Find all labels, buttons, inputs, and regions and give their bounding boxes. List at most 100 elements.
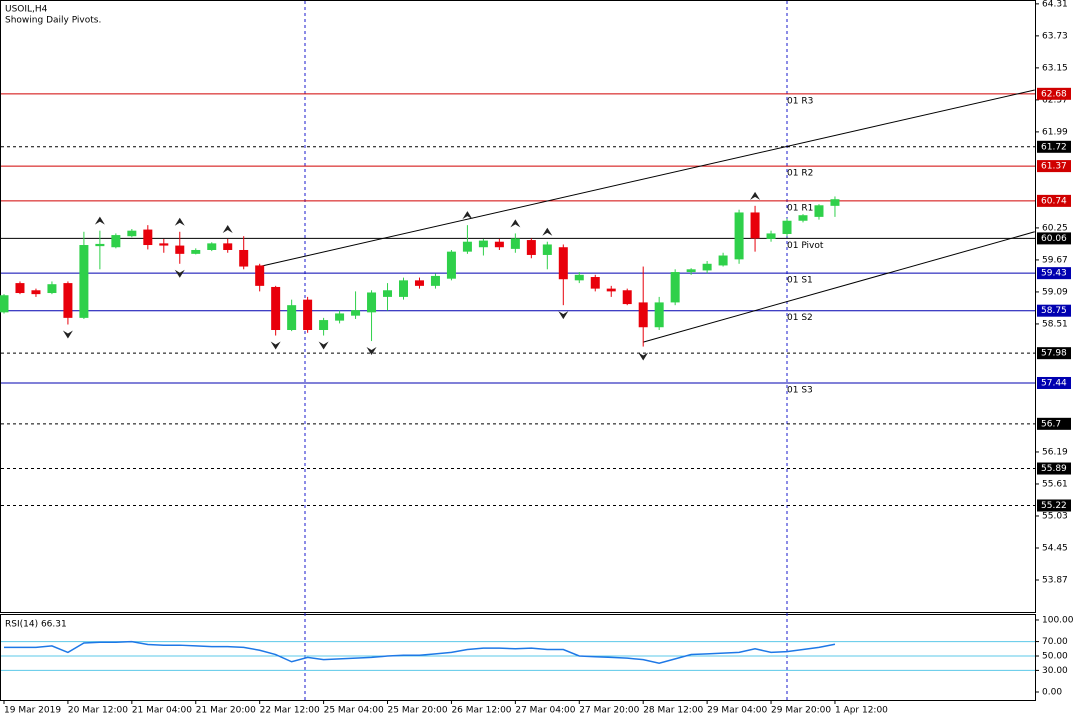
x-tick-label: 25 Mar 20:00 (388, 706, 448, 716)
candle-body (111, 235, 121, 248)
candle-body (798, 215, 808, 221)
rsi-panel (0, 614, 1036, 701)
y-tick-label: 64.31 (1042, 0, 1068, 9)
y-tick-label: 60.25 (1042, 223, 1068, 233)
fractal-down (638, 352, 649, 361)
candle-body (255, 265, 265, 286)
level-label: 60.06 (1041, 234, 1067, 244)
candle-body (718, 255, 728, 266)
candle-body (79, 245, 89, 318)
candle-body (399, 280, 408, 297)
candle-body (686, 269, 696, 273)
candle-body (622, 290, 632, 305)
fractal-down (318, 341, 329, 350)
x-tick-label: 29 Mar 20:00 (771, 706, 831, 716)
level-label: 59.43 (1041, 269, 1067, 279)
candle-body (590, 277, 600, 289)
level-name: 01 S3 (787, 385, 813, 395)
y-tick-label: 59.67 (1042, 255, 1068, 265)
level-name: 01 S1 (787, 276, 813, 286)
level-label-box (1037, 232, 1071, 245)
fractal-up (174, 217, 185, 226)
fractal-up (750, 191, 761, 200)
rsi-line (4, 640, 836, 664)
level-label-box (1037, 267, 1071, 280)
candle-body (766, 233, 776, 239)
level-name: 01 R3 (787, 96, 813, 106)
candle-body (606, 288, 616, 292)
x-tick-label: 27 Mar 20:00 (579, 706, 639, 716)
level-label-box (1037, 347, 1071, 360)
y-tick-label: 59.09 (1042, 287, 1068, 297)
level-label-box (1037, 160, 1071, 173)
candle-body (303, 299, 313, 331)
fractal-up (510, 219, 521, 228)
candle-body (367, 292, 377, 313)
y-tick-label: 54.45 (1042, 543, 1068, 553)
candle-body (638, 302, 648, 328)
x-tick-label: 26 Mar 12:00 (451, 706, 511, 716)
y-tick-label: 61.99 (1042, 127, 1068, 137)
candle-body (510, 238, 520, 249)
candle-body (351, 310, 361, 316)
candle-body (191, 249, 201, 254)
candle-body (319, 320, 329, 331)
fractal-down (366, 347, 377, 356)
fractal-down (62, 330, 73, 339)
candle-body (207, 243, 217, 250)
candle-body (670, 272, 680, 303)
candle-body (63, 283, 73, 318)
candle-body (558, 247, 568, 280)
candle-body (782, 220, 792, 234)
candle-body (175, 245, 185, 254)
level-label-box (1037, 376, 1071, 389)
y-tick-label: 63.15 (1042, 63, 1068, 73)
level-name: 01 Pivot (787, 241, 824, 251)
y-tick-label: 30.00 (1042, 666, 1068, 676)
level-label-box (1037, 304, 1071, 317)
level-label: 55.89 (1041, 464, 1067, 474)
candle-body (446, 251, 456, 279)
level-label: 58.75 (1041, 306, 1067, 316)
y-tick-label: 56.19 (1042, 447, 1068, 457)
candle-body (574, 274, 584, 281)
level-name: 01 R1 (787, 203, 813, 213)
fractal-down (174, 269, 185, 278)
candle-body (462, 241, 472, 252)
candle-body (31, 290, 41, 295)
x-tick-label: 29 Mar 04:00 (707, 706, 767, 716)
candle-body (814, 205, 824, 217)
candle-body (271, 286, 281, 331)
y-tick-label: 0.00 (1042, 688, 1062, 698)
chart-subtitle: Showing Daily Pivots. (5, 16, 101, 26)
x-tick-label: 21 Mar 20:00 (196, 706, 256, 716)
x-tick-label: 28 Mar 12:00 (643, 706, 703, 716)
candle-body (239, 249, 249, 267)
chart-title: USOIL,H4 (5, 5, 48, 15)
level-label-box (1037, 462, 1071, 475)
candle-body (702, 263, 712, 271)
y-tick-label: 70.00 (1042, 637, 1068, 647)
trendline (259, 89, 1035, 268)
level-label-box (1037, 194, 1071, 207)
fractal-up (462, 211, 473, 220)
trendline (643, 231, 1035, 343)
level-label-box (1037, 417, 1071, 430)
level-label: 61.72 (1041, 142, 1067, 152)
level-label-box (1037, 499, 1071, 512)
candle-body (143, 229, 153, 246)
fractal-up (542, 227, 553, 236)
candle-body (159, 243, 169, 246)
level-label: 61.37 (1041, 162, 1067, 172)
y-tick-label: 55.61 (1042, 479, 1068, 489)
fractal-down (270, 341, 281, 350)
candle-body (0, 295, 9, 313)
candle-body (223, 243, 233, 250)
x-tick-label: 19 Mar 2019 (4, 706, 61, 716)
x-tick-label: 20 Mar 12:00 (68, 706, 128, 716)
level-label: 60.74 (1041, 196, 1067, 206)
y-tick-label: 100.00 (1042, 615, 1074, 625)
level-name: 01 R2 (787, 169, 813, 179)
level-label: 56.7 (1041, 419, 1061, 429)
